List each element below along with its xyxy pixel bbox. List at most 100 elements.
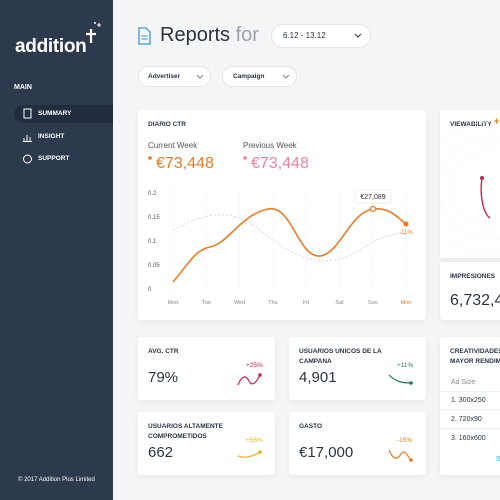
tooltip-box [354,189,392,204]
viewability-card: VIEWABILITY [440,110,500,258]
tooltip: €27,089 [360,194,385,201]
divider [440,428,500,429]
spark-line [388,449,412,461]
link[interactable]: S [496,456,500,463]
x-tick-label: Fri [303,300,309,306]
filter-label: Advertiser [148,73,181,80]
table-header: Ad Size [451,379,476,386]
spark-line [237,374,261,386]
value: €17,000 [299,444,354,461]
y-tick-label: 0.15 [148,215,160,221]
current-line [172,208,407,283]
sparkline [237,450,262,458]
divider [440,409,500,410]
row: 2. 720x90 [451,416,482,423]
x-tick-label: Mon [401,300,412,306]
menu-icons [23,108,32,164]
previous-value: €73,448 [251,155,309,172]
card-title: IMPRESIONES [450,273,496,280]
y-tick-label: 0.1 [148,239,157,245]
card-title: AVG. CTR [148,348,179,355]
spark-point [409,458,413,462]
stat-card: USUARIOS UNICOS DE LA CAMPANA 4,901 +11% [289,337,426,400]
point [369,205,377,213]
chevron [354,33,362,38]
x-tick-label: Wed [234,300,245,306]
card-title: DIARIO CTR [148,121,186,128]
change: +25% [246,362,263,369]
x-tick-label: Sun [368,300,378,306]
ctr-card: DIARIO CTR Current Week €73,448 Previous… [138,110,426,320]
title-line: MAYOR RENDIM [450,358,500,365]
title-line: CREATIVIDADES [450,348,500,355]
filter-label: Campaign [233,73,265,80]
section-label: MAIN [14,84,32,91]
menu-item-active[interactable]: SUMMARY [14,105,113,123]
y-tick-label: 0.05 [148,263,160,269]
value: 662 [148,444,174,461]
change: -11% [399,230,413,236]
x-tick-label: Mon [168,300,179,306]
sparkline [388,374,413,385]
title: Reports [160,24,231,46]
row: 3. 160x600 [451,435,486,442]
current-label: Current Week [148,141,198,150]
x-tick-label: Thu [268,300,277,306]
sparkline [237,373,262,386]
spark-line [237,451,261,458]
logo-plus [86,22,101,43]
date-dropdown[interactable]: 6.12 - 13.12 [271,24,371,48]
value: 79% [148,369,179,386]
spark-point [409,381,413,385]
card-title: USUARIOS UNICOS DE LA CAMPANA [299,348,382,365]
legend-dot [148,156,152,160]
date-range: 6.12 - 13.12 [283,31,326,40]
sparkline [388,449,413,462]
logo[interactable]: addition [15,36,87,57]
x-tick-label: Sat [335,300,344,306]
menu-item[interactable]: SUPPORT [14,150,113,168]
title-suffix: for [235,24,259,46]
menu-label: SUPPORT [38,155,70,162]
card-title: CREATIVIDADES MAYOR RENDIM [450,347,500,367]
menu-label: SUMMARY [38,110,72,117]
value: 6,732,4 [450,292,500,309]
chevron [282,74,290,79]
current-value: €73,448 [156,155,214,172]
spark-line [388,374,412,384]
point [403,221,409,227]
change: -15% [397,437,413,444]
menu-item[interactable]: INSIGHT [14,128,113,146]
footer: © 2017 Addition Plus Limited [18,477,95,483]
previous-line [172,214,407,262]
legend-dot [243,156,247,160]
stat-card: GASTO €17,000 -15% [289,412,426,475]
filter-dropdown[interactable]: Advertiser [138,66,211,87]
previous-label: Previous Week [243,141,297,150]
stat-card: AVG. CTR 79% +25% [138,337,275,400]
chevron [196,74,204,79]
stat-card: USUARIOS ALTAMENTE COMPROMETIDOS 662 +55% [138,412,275,475]
card-title: USUARIOS ALTAMENTE COMPROMETIDOS [148,423,223,440]
x-tick-label: Tue [202,300,211,306]
filter-dropdown[interactable]: Campaign [222,66,297,87]
y-tick-label: 0 [148,287,152,293]
row: 1. 300x250 [451,397,486,404]
spark-point [258,373,262,377]
card-title: GASTO [299,423,322,430]
creatives-card: CREATIVIDADES MAYOR RENDIM Ad Size 1. 300… [440,337,500,475]
y-tick-label: 0.2 [148,191,157,197]
spark-point [258,450,262,454]
sidebar: addition MAIN SUMMARY INSIGHT SUPPORT © … [0,0,113,500]
report-icon [138,27,151,45]
menu-label: INSIGHT [38,133,65,140]
change: +11% [397,362,414,369]
change: +55% [246,437,263,444]
gauge [440,118,500,255]
divider [440,391,500,392]
value: 4,901 [299,369,337,386]
page-title: Reports for [160,24,259,47]
impressions-card: IMPRESIONES 6,732,4 [440,262,500,320]
